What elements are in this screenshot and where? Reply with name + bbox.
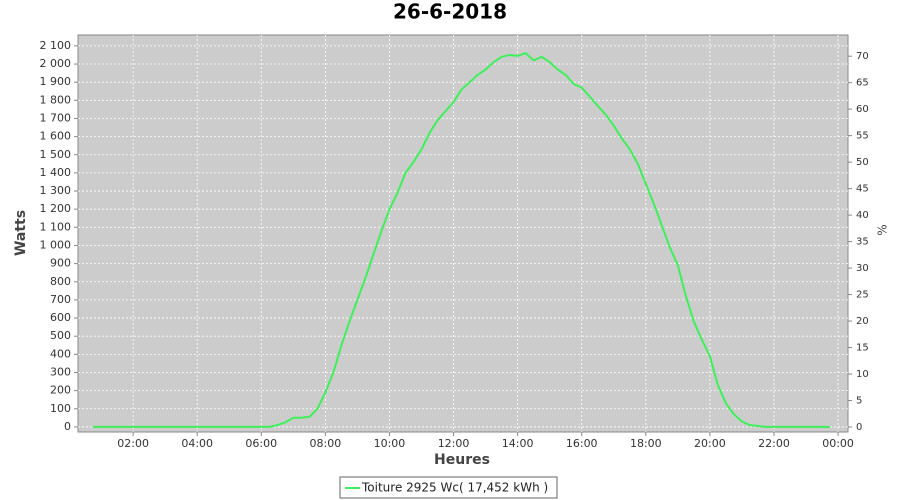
y-tick-label: 400: [50, 347, 71, 360]
y2-tick-label: 25: [856, 290, 869, 301]
y2-tick-label: 50: [856, 157, 869, 168]
y2-tick-label: 45: [856, 184, 869, 195]
y-tick-label: 1 300: [40, 184, 72, 197]
y2-tick-label: 0: [856, 422, 862, 433]
data-line: [93, 52, 831, 428]
y-tick-label: 500: [50, 329, 71, 342]
x-tick-label: 18:00: [630, 437, 662, 450]
y2-tick-label: 5: [856, 396, 862, 407]
y2-tick-label: 65: [856, 78, 869, 89]
y2-tick-label: 30: [856, 263, 869, 274]
x-tick-label: 22:00: [758, 437, 790, 450]
y-tick-label: 1 400: [40, 166, 72, 179]
x-tick-label: 12:00: [438, 437, 470, 450]
y-tick-label: 1 500: [40, 148, 72, 161]
y2-tick-label: 40: [856, 210, 869, 221]
y2-tick-label: 60: [856, 104, 869, 115]
y-tick-label: 800: [50, 275, 71, 288]
y-tick-label: 1 000: [40, 238, 72, 251]
y2-tick-label: 20: [856, 316, 869, 327]
legend-label: Toiture 2925 Wc( 17,452 kWh ): [361, 481, 548, 495]
y-tick-label: 1 200: [40, 202, 72, 215]
x-tick-label: 10:00: [374, 437, 406, 450]
y-tick-label: 900: [50, 257, 71, 270]
y-tick-label: 2 000: [40, 57, 72, 70]
x-axis-label: Heures: [434, 452, 490, 468]
y-tick-label: 300: [50, 365, 71, 378]
y-tick-label: 100: [50, 402, 71, 415]
y2-tick-label: 70: [856, 51, 869, 62]
x-tick-label: 14:00: [502, 437, 534, 450]
plot-area: [77, 34, 849, 433]
y2-tick-label: 35: [856, 237, 869, 248]
x-tick-label: 04:00: [181, 437, 213, 450]
y2-axis-label: %: [876, 224, 890, 235]
x-tick-label: 06:00: [245, 437, 277, 450]
y-tick-label: 1 700: [40, 111, 72, 124]
y2-tick-label: 15: [856, 343, 869, 354]
y-tick-label: 600: [50, 311, 71, 324]
y-tick-label: 1 600: [40, 130, 72, 143]
y-tick-label: 1 800: [40, 93, 72, 106]
y-axis-label: Watts: [13, 210, 29, 256]
y2-tick-label: 55: [856, 131, 869, 142]
x-tick-label: 02:00: [117, 437, 149, 450]
y-tick-label: 200: [50, 384, 71, 397]
x-tick-label: 00:00: [822, 437, 854, 450]
y-tick-label: 1 900: [40, 75, 72, 88]
y2-tick-label: 10: [856, 369, 869, 380]
x-tick-label: 20:00: [694, 437, 726, 450]
x-tick-label: 16:00: [566, 437, 598, 450]
y-tick-label: 1 100: [40, 220, 72, 233]
y-tick-label: 0: [64, 420, 71, 433]
y-tick-label: 2 100: [40, 39, 72, 52]
legend: [339, 476, 558, 499]
chart-title: 26-6-2018: [393, 0, 507, 24]
x-tick-label: 08:00: [310, 437, 342, 450]
y-tick-label: 700: [50, 293, 71, 306]
